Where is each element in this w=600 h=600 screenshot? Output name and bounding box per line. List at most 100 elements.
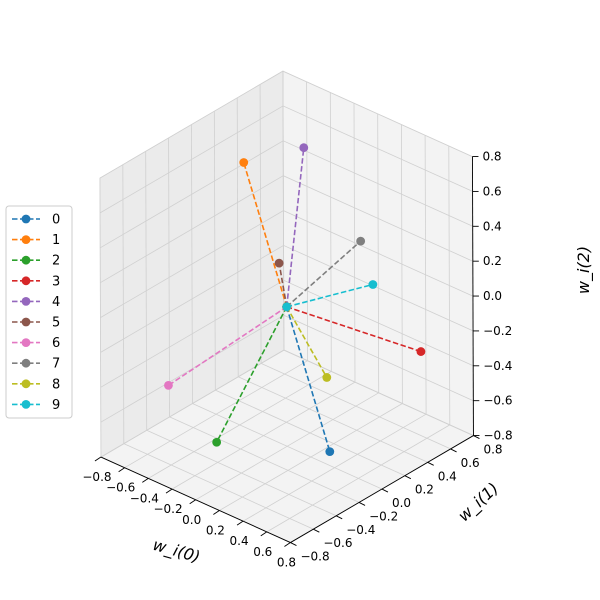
- x-axis-title: w_i(0): [150, 535, 202, 568]
- legend-marker-5: [21, 317, 31, 327]
- series-marker-1: [239, 158, 249, 167]
- legend-label-8: 8: [52, 377, 60, 392]
- y-tick-label: 0.4: [438, 469, 457, 483]
- x-tick: [118, 467, 125, 473]
- legend-marker-0: [21, 214, 31, 224]
- z-tick-label: 0.0: [483, 289, 502, 303]
- x-tick-label: 0.4: [230, 534, 249, 548]
- z-tick-label: −0.6: [483, 394, 512, 408]
- series-group: [164, 143, 426, 456]
- y-tick: [290, 542, 297, 546]
- legend-marker-1: [21, 235, 31, 245]
- x-tick: [142, 478, 149, 483]
- grid-line-z: [99, 70, 473, 179]
- x-tick-label: −0.2: [153, 502, 182, 516]
- legend-marker-9: [21, 400, 31, 409]
- y-tick-label: 0.2: [415, 483, 434, 497]
- x-tick: [236, 520, 244, 526]
- grid-line-y-floor: [215, 389, 405, 477]
- legend-marker-6: [21, 338, 31, 347]
- series-marker-0: [325, 447, 335, 456]
- x-tick: [213, 510, 220, 515]
- axes-grid: [99, 70, 474, 543]
- legend-label-3: 3: [52, 274, 60, 289]
- series-marker-3: [416, 347, 426, 356]
- grid-line-y-back: [259, 84, 262, 364]
- legend-label-1: 1: [52, 233, 60, 248]
- y-tick: [404, 475, 412, 480]
- grid-line-y-floor: [192, 403, 383, 490]
- x-tick: [94, 456, 102, 462]
- series-marker-6: [164, 380, 173, 390]
- grid-line-y-floor: [238, 376, 428, 463]
- z-tick-label: 0.4: [483, 219, 502, 233]
- grid-line-y-floor: [260, 363, 451, 450]
- y-axis-title: w_i(1): [454, 479, 503, 527]
- y-tick-label: −0.6: [323, 536, 352, 550]
- series-marker-5: [274, 258, 284, 268]
- y-tick: [313, 528, 320, 533]
- y-tick-label: −0.4: [346, 523, 375, 537]
- legend-label-4: 4: [52, 295, 60, 310]
- series-line-2: [215, 306, 288, 443]
- z-tick-label: −0.8: [483, 429, 512, 443]
- legend-label-7: 7: [52, 357, 60, 372]
- x-tick-label: 0.6: [253, 545, 272, 559]
- y-tick: [427, 461, 434, 466]
- series-line-7: [286, 240, 362, 308]
- origin-marker-9: [282, 302, 292, 312]
- legend-label-5: 5: [52, 316, 60, 331]
- z-tick-label: 0.8: [482, 150, 501, 164]
- legend-marker-3: [21, 276, 31, 286]
- legend: 0 1 2 3 4 5 6 7 8 9: [5, 205, 73, 419]
- x-tick-labels: −0.8−0.6−0.4−0.20.0 0.2 0.4 0.6 0.8: [82, 456, 296, 570]
- y-tick: [473, 435, 480, 439]
- x-tick-label: 0.2: [206, 523, 225, 537]
- series-marker-2: [212, 437, 222, 447]
- x-tick: [165, 488, 173, 494]
- z-tick-label: −0.4: [483, 359, 512, 373]
- legend-marker-4: [21, 297, 31, 306]
- x-tick-label: −0.6: [106, 481, 135, 495]
- y-tick-labels: −0.8−0.6−0.4−0.20.0 0.2 0.4 0.60.8: [290, 435, 503, 564]
- series-line-4: [285, 147, 305, 307]
- series-line-1: [242, 162, 288, 308]
- grid-line-y-back: [213, 111, 216, 391]
- grid-line-y-back: [236, 97, 239, 377]
- y-tick: [450, 448, 457, 453]
- legend-label-2: 2: [52, 254, 60, 269]
- y-tick: [381, 488, 389, 493]
- legend-label-0: 0: [52, 213, 60, 228]
- series-line-8: [286, 306, 328, 378]
- z-tick-labels: −0.8 −0.6 −0.4 −0.2 0.0 0.2 0.4 0.6 0.8: [472, 150, 513, 443]
- y-tick-label: −0.8: [300, 550, 329, 564]
- series-marker-8: [322, 373, 332, 382]
- z-tick-label: 0.6: [483, 184, 502, 198]
- z-tick-label: −0.2: [483, 324, 512, 338]
- series-marker-7: [356, 236, 366, 246]
- legend-marker-2: [21, 255, 31, 265]
- legend-label-6: 6: [52, 336, 60, 351]
- x-tick-label: −0.8: [82, 470, 111, 484]
- x-tick: [189, 499, 196, 505]
- x-axis-line: [100, 456, 291, 543]
- x-tick: [260, 531, 268, 537]
- y-tick: [335, 515, 343, 520]
- series-marker-9: [368, 280, 378, 289]
- legend-label-9: 9: [52, 398, 60, 413]
- x-tick-label: 0.0: [182, 513, 201, 527]
- series-marker-4: [299, 143, 309, 153]
- y-tick-label: −0.2: [369, 509, 398, 523]
- series-line-0: [285, 306, 331, 452]
- series-line-9: [286, 283, 374, 308]
- legend-marker-8: [21, 379, 31, 389]
- y-tick-label: 0.6: [461, 456, 480, 470]
- legend-marker-7: [21, 358, 31, 368]
- series-line-5: [278, 262, 288, 307]
- z-tick-label: 0.2: [483, 254, 502, 268]
- y-tick-label: 0.0: [392, 496, 411, 510]
- y-tick: [358, 502, 366, 506]
- grid-line-y-floor: [283, 349, 474, 436]
- z-axis-title: w_i(2): [574, 246, 594, 294]
